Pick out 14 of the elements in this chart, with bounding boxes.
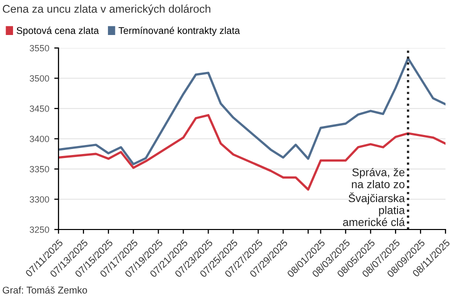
legend-label: Spotová cena zlata [16, 26, 99, 36]
text: Graf: Tomáš Zemko [2, 286, 88, 294]
y-tick-label: 3350 [30, 166, 50, 172]
ref-line-label: Správa, že na zlato zo Švajčiarska platia americké clá [343, 168, 405, 226]
y-tick-label: 3550 [30, 44, 50, 52]
y-tick-label: 3250 [30, 226, 50, 233]
y-tick-label: 3450 [30, 105, 50, 112]
chart-title: Cena za uncu zlata v amerických dolároch [2, 4, 210, 15]
y-tick-label: 3400 [30, 136, 50, 142]
legend-label: Termínované kontrakty zlata [118, 26, 240, 36]
line-series [58, 114, 446, 191]
y-tick-label: 3300 [30, 196, 50, 203]
y-tick-label: 3500 [30, 75, 50, 82]
line-series [58, 57, 446, 166]
